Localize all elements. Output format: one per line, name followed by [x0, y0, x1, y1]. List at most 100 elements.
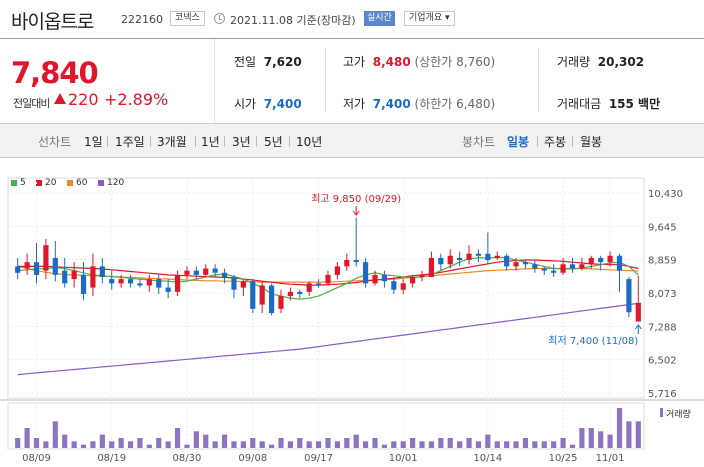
y-tick-label: 5,716 [648, 389, 677, 400]
candle-body [306, 283, 312, 292]
open-value: 7,400 [263, 97, 302, 111]
candle-body [513, 262, 519, 267]
tab-10y[interactable]: 10년 [296, 135, 323, 149]
tab-divider [107, 136, 108, 147]
x-tick-label: 10/25 [549, 453, 578, 464]
tab-5y[interactable]: 5년 [264, 135, 283, 149]
candle-body [146, 279, 152, 286]
stat-divider [325, 48, 326, 112]
candle-body [372, 274, 378, 284]
candle-body [457, 257, 463, 261]
volume-stat: 거래량 20,302 [557, 53, 644, 70]
candle-body [334, 266, 340, 275]
candle-body [259, 285, 265, 305]
candle-body [419, 274, 425, 278]
candle-body [588, 257, 594, 265]
candle-body [174, 274, 181, 292]
candle-body [109, 279, 115, 284]
tab-daily[interactable]: 일봉 [507, 135, 530, 149]
legend-swatch-120 [98, 180, 104, 186]
y-tick-label: 7,288 [648, 322, 677, 333]
candle-body [250, 281, 256, 309]
price-percent: +2.89% [104, 90, 169, 109]
candle-body [504, 255, 510, 267]
candle-body [316, 283, 322, 286]
candle-body [203, 268, 209, 275]
tab-3m[interactable]: 3개월 [157, 135, 187, 149]
candle-body [184, 270, 190, 275]
lower-limit: (하한가 6,480) [414, 97, 496, 111]
stock-code: 222160 [121, 13, 163, 26]
chart-frame [7, 177, 645, 399]
volume-bar [626, 421, 632, 448]
stock-name: 바이옵트로 [11, 11, 94, 33]
volume-bar [268, 444, 275, 448]
candle-body [541, 268, 547, 271]
candle-body [156, 279, 162, 288]
tab-weekly[interactable]: 주봉 [544, 135, 567, 149]
y-tick-label: 9,645 [648, 222, 677, 233]
volume-bar [278, 438, 284, 448]
ma120-line [17, 302, 639, 376]
volume-bar [99, 434, 105, 448]
volume-bar [391, 441, 397, 448]
candle-body [428, 257, 435, 278]
candle-body [344, 260, 350, 267]
volume-bar [165, 441, 171, 448]
tab-1d[interactable]: 1일 [84, 135, 103, 149]
volume-bar [607, 434, 613, 448]
company-info-button[interactable]: 기업개요 ▾ [404, 11, 455, 26]
volume-bar [71, 441, 77, 448]
realtime-button[interactable]: 실시간 [364, 11, 395, 26]
open-label: 시가 [234, 97, 257, 111]
y-tick-label: 10,430 [648, 189, 683, 200]
volume-frame [7, 402, 645, 450]
high-label: 고가 [343, 55, 366, 69]
candle-body [137, 283, 143, 286]
low-value: 7,400 [372, 97, 411, 111]
annotations: 최고 9,850 (09/29) 최저 7,400 (11/08) [311, 193, 642, 347]
candle-body [447, 255, 453, 265]
volume-bar [306, 441, 312, 448]
volume-bar [522, 438, 529, 448]
y-tick-label: 8,859 [648, 256, 677, 267]
legend-label-120: 120 [107, 178, 125, 188]
volume-bar [240, 441, 246, 448]
candle-body [231, 277, 237, 290]
volume-bar [457, 441, 463, 448]
candle-body [80, 274, 87, 294]
candle-body [278, 296, 284, 309]
volume-bar [174, 428, 181, 448]
volume-bar [551, 441, 557, 448]
volume-bar [363, 441, 369, 448]
candle-body [193, 270, 199, 275]
volume-bar [118, 438, 124, 448]
candle-body [52, 257, 58, 275]
candle-body [438, 257, 444, 265]
up-triangle-icon [54, 93, 66, 104]
volume-bar [541, 441, 547, 448]
volume-bar [325, 438, 331, 448]
candle-body [551, 270, 557, 273]
candle-body [400, 283, 406, 290]
tab-monthly[interactable]: 월봉 [580, 135, 603, 149]
tab-1w[interactable]: 1주일 [115, 135, 145, 149]
volume-bar [466, 438, 472, 448]
volume-bar [316, 441, 322, 448]
x-tick-label: 09/08 [238, 453, 267, 464]
tab-3y[interactable]: 3년 [232, 135, 251, 149]
amount-value: 155 백만 [608, 97, 661, 111]
legend-label-5: 5 [20, 178, 26, 188]
volume-bar [400, 441, 406, 448]
y-axis-labels: 10,430 9,645 8,859 8,073 7,288 6,502 5,716 [648, 189, 683, 400]
volume-bar [287, 441, 293, 448]
volume-bar [221, 434, 228, 448]
low-arrow-head [634, 324, 642, 330]
candle-chart-label: 봉차트 [462, 135, 496, 149]
prev-label: 전일 [234, 55, 257, 69]
tab-1y[interactable]: 1년 [201, 135, 220, 149]
tab-divider [572, 136, 573, 147]
volume-bar [569, 444, 576, 448]
volume-bar [447, 438, 453, 448]
